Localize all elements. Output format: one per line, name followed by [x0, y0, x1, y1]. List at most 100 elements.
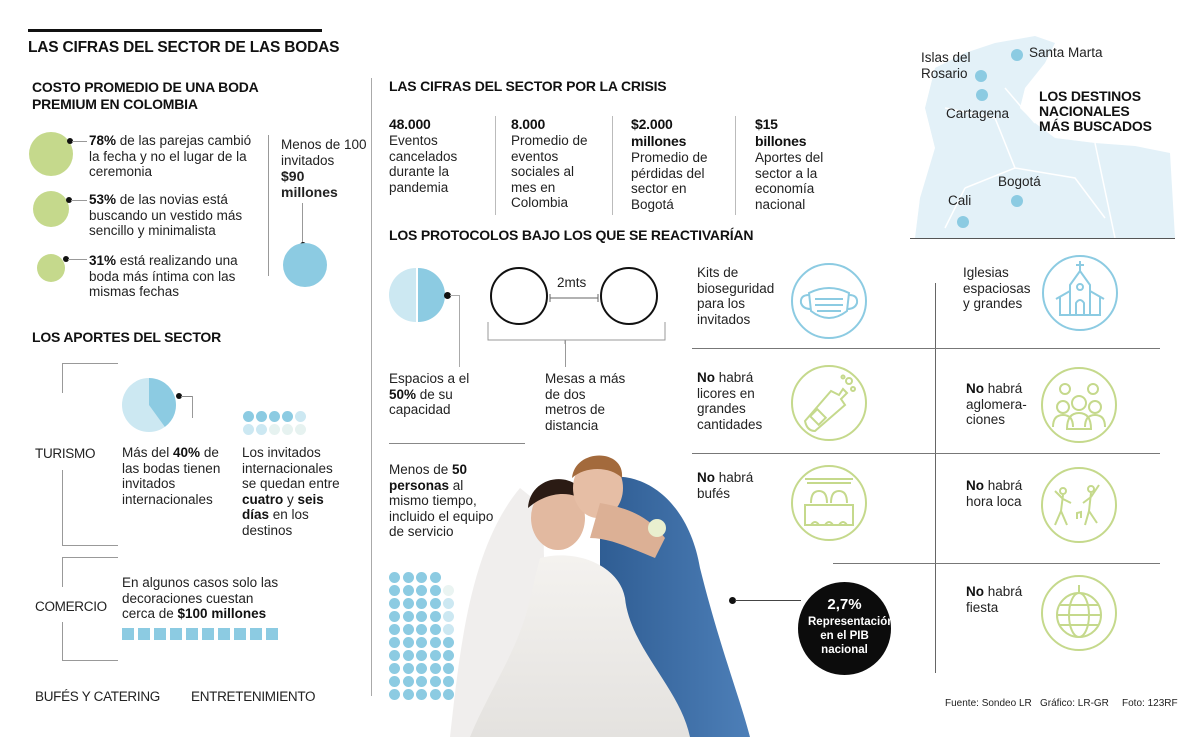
day-dot	[282, 424, 293, 435]
person-dot	[443, 650, 454, 661]
capacidad-text: Espacios a el 50% de su capacidad	[389, 371, 470, 417]
day-dot	[243, 424, 254, 435]
person-dot	[389, 585, 400, 596]
protocol-item: Kits de bioseguridad para los invitados	[697, 265, 775, 327]
person-dot	[402, 663, 414, 674]
day-dot	[256, 411, 267, 422]
day-dot	[243, 411, 254, 422]
person-dot	[429, 650, 441, 661]
pie-chart-40	[122, 378, 176, 432]
mesas-text: Mesas a más de dos metros de distancia	[545, 371, 626, 433]
person-dot	[416, 676, 427, 687]
person-dot	[429, 624, 441, 635]
day-dot	[282, 411, 293, 422]
champagne-bottle-icon	[791, 365, 867, 441]
person-dot	[402, 689, 414, 700]
decoration-squares	[122, 628, 292, 640]
half-capacity-circle	[389, 268, 445, 322]
page-title: LAS CIFRAS DEL SECTOR DE LAS BODAS	[28, 39, 340, 56]
city-label: Santa Marta	[1029, 45, 1103, 60]
person-dot	[389, 689, 400, 700]
person-dot	[402, 676, 414, 687]
disco-ball-icon	[1041, 575, 1117, 651]
distance-label: 2mts	[557, 275, 587, 290]
colombia-map	[915, 36, 1175, 239]
decoration-square	[218, 628, 230, 640]
circle-53	[33, 191, 69, 227]
person-dot	[416, 585, 427, 596]
person-dot	[389, 624, 400, 635]
decoration-square	[234, 628, 246, 640]
person-dot	[443, 611, 454, 622]
person-dot	[443, 676, 454, 687]
person-dot	[429, 585, 441, 596]
protocol-item: No habrá aglomera-ciones	[966, 381, 1027, 427]
person-dot	[389, 663, 400, 674]
decoration-square	[266, 628, 278, 640]
protocol-item: No habrá licores en grandes cantidades	[697, 370, 763, 432]
person-dot	[402, 650, 414, 661]
person-dot	[429, 572, 441, 583]
crowd-icon	[1041, 367, 1117, 443]
city-label: Islas del Rosario	[921, 50, 971, 81]
protocolos-heading: LOS PROTOCOLOS BAJO LOS QUE SE REACTIVAR…	[389, 227, 754, 243]
circle-90-millones	[283, 243, 327, 287]
person-dot	[402, 598, 414, 609]
church-icon	[1042, 255, 1118, 331]
comercio-label: COMERCIO	[35, 599, 107, 614]
wedding-couple-photo	[450, 455, 750, 737]
person-dot	[389, 637, 400, 648]
pib-badge	[798, 582, 891, 675]
entretenimiento-label: ENTRETENIMIENTO	[191, 689, 316, 704]
person-dot	[416, 611, 427, 622]
person-dot	[416, 663, 427, 674]
person-dot	[389, 572, 400, 583]
circle-78	[29, 132, 73, 176]
person-dot	[429, 598, 441, 609]
person-dot	[429, 676, 441, 687]
person-dot	[389, 676, 400, 687]
person-dot	[416, 598, 427, 609]
decoration-square	[202, 628, 214, 640]
person-dot	[389, 598, 400, 609]
person-dot	[402, 572, 414, 583]
crisis-stat: $15 billones Aportes del sector a la econ…	[755, 116, 824, 212]
person-dot	[416, 689, 427, 700]
person-dot	[443, 598, 454, 609]
pib-text: 2,7% Representación en el PIB nacional	[808, 596, 895, 656]
person-dot	[429, 637, 441, 648]
person-dot	[443, 624, 454, 635]
crisis-stat: 48.000 Eventos cancelados durante la pand…	[389, 116, 458, 195]
crisis-stat: $2.000 millones Promedio de pérdidas del …	[631, 116, 708, 212]
protocol-item: Iglesias espaciosas y grandes	[963, 265, 1031, 311]
decoration-square	[138, 628, 150, 640]
comercio-text: En algunos casos solo las decoraciones c…	[122, 575, 279, 621]
person-dot	[416, 650, 427, 661]
crisis-stat: 8.000 Promedio de eventos sociales al mes…	[511, 116, 588, 210]
decoration-square	[186, 628, 198, 640]
person-dot	[429, 689, 441, 700]
protocol-item: No habrá fiesta	[966, 584, 1023, 615]
person-dot	[389, 611, 400, 622]
person-dot	[402, 624, 414, 635]
dancing-people-icon	[1041, 467, 1117, 543]
decoration-square	[170, 628, 182, 640]
person-dot	[416, 624, 427, 635]
person-dot	[429, 611, 441, 622]
person-dot	[429, 663, 441, 674]
person-dot	[443, 585, 454, 596]
decoration-square	[250, 628, 262, 640]
aportes-heading: LOS APORTES DEL SECTOR	[32, 329, 222, 345]
bufes-label: BUFÉS Y CATERING	[35, 689, 160, 704]
day-dot	[269, 411, 280, 422]
decoration-square	[154, 628, 166, 640]
protocol-item: No habrá bufés	[697, 470, 754, 501]
photo-credit: Foto: 123RF	[1122, 698, 1178, 709]
costo-item: 31% está realizando una boda más íntima …	[89, 253, 238, 299]
column-divider	[371, 78, 372, 696]
graphic-credit: Gráfico: LR-GR	[1040, 698, 1109, 709]
face-mask-icon	[791, 263, 867, 339]
city-label: Cali	[948, 193, 972, 208]
costo-item: 53% de las novias está buscando un vesti…	[89, 192, 243, 238]
person-dot	[416, 572, 427, 583]
